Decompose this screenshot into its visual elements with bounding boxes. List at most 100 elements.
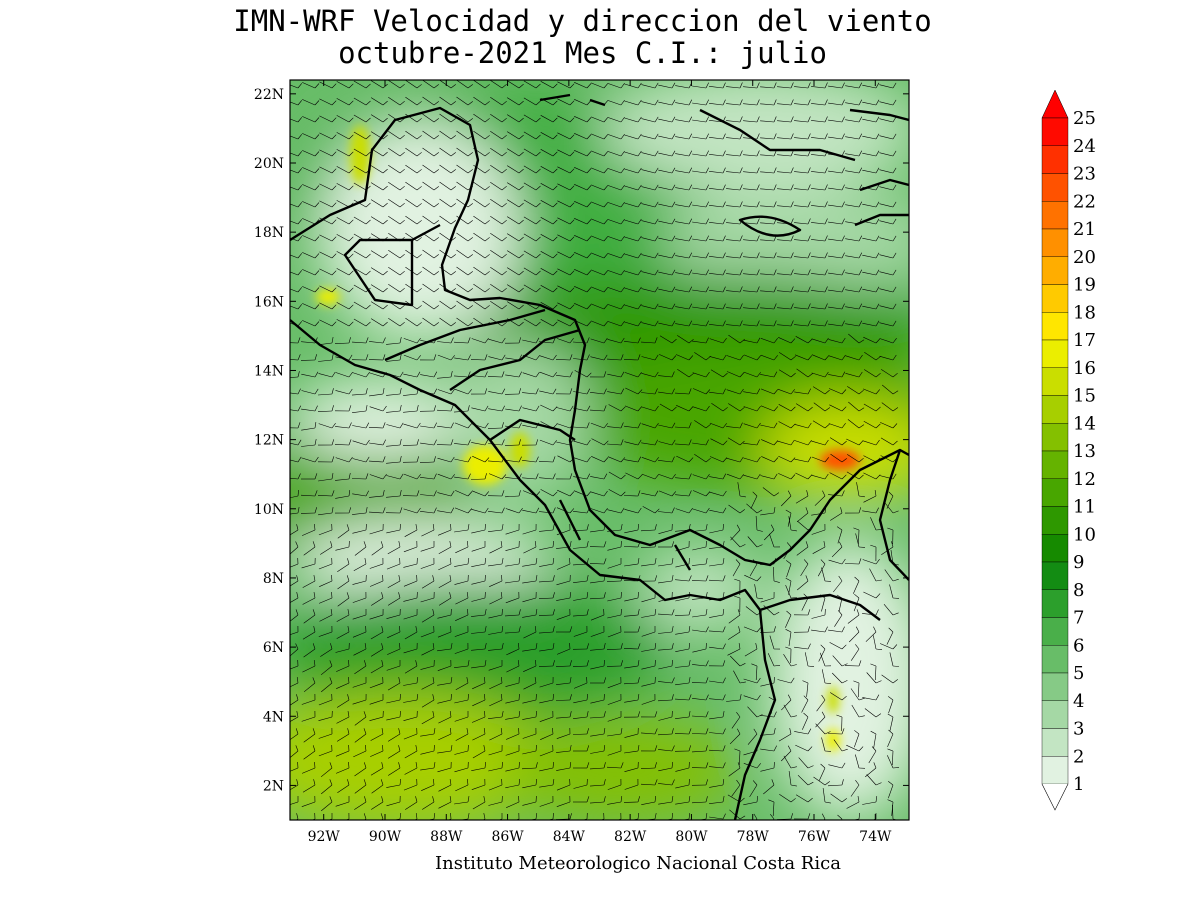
wind-barb <box>607 784 622 790</box>
wind-barb-feather <box>450 169 456 174</box>
wind-barb-feather <box>314 202 320 208</box>
wind-barb-feather <box>518 388 521 395</box>
wind-barb-feather <box>467 322 473 327</box>
wind-barb <box>420 546 435 552</box>
wind-barb <box>573 358 588 361</box>
wind-barb-feather <box>821 813 826 820</box>
wind-barb <box>556 441 571 446</box>
wind-barb <box>800 563 809 577</box>
wind-barb <box>506 648 520 656</box>
wind-barb-feather <box>807 813 811 820</box>
wind-barb-feather <box>773 728 776 735</box>
wind-barb <box>302 303 316 310</box>
wind-barb <box>539 801 554 807</box>
wind-barb <box>760 154 775 157</box>
wind-barb <box>404 767 418 775</box>
wind-barb <box>422 130 435 140</box>
wind-barb-feather <box>518 83 524 89</box>
wind-barb-feather <box>751 663 758 667</box>
wind-barb-feather <box>671 252 676 259</box>
wind-barb <box>505 716 520 720</box>
wind-barb <box>760 188 775 191</box>
wind-barb-feather <box>467 557 470 565</box>
wind-barb-feather <box>892 133 897 140</box>
wind-barb <box>760 715 775 718</box>
wind-barb-feather <box>467 237 473 242</box>
wind-barb <box>303 614 316 624</box>
wind-barb-feather <box>705 99 709 106</box>
wind-barb <box>709 239 724 242</box>
wind-barb-feather <box>586 643 589 650</box>
wind-barb <box>590 491 605 497</box>
wind-barb-feather <box>892 510 899 514</box>
wind-barb-feather <box>637 677 640 684</box>
wind-barb <box>845 102 860 106</box>
wind-barb <box>573 511 588 514</box>
wind-barb <box>777 137 792 140</box>
wind-barb <box>490 80 503 89</box>
wind-barb-feather <box>875 507 879 514</box>
wind-barb-feather <box>705 184 709 191</box>
wind-barb-feather <box>483 813 486 820</box>
wind-barb <box>370 767 384 776</box>
wind-barb-feather <box>875 423 881 429</box>
wind-barb-feather <box>449 592 452 599</box>
wind-barb-feather <box>688 778 690 786</box>
wind-barb-feather <box>518 219 524 225</box>
wind-barb <box>421 716 435 725</box>
wind-barb <box>760 103 775 106</box>
wind-barb <box>456 80 469 89</box>
wind-barb <box>879 152 894 157</box>
wind-barb <box>879 135 894 140</box>
wind-barb <box>370 318 384 327</box>
wind-barb <box>624 372 639 378</box>
wind-barb-feather <box>620 575 623 582</box>
wind-barb-feather <box>433 778 435 786</box>
wind-barb <box>658 563 673 567</box>
wind-barb-feather <box>314 405 318 412</box>
wind-barb <box>488 648 503 651</box>
wind-barb-feather <box>364 660 367 667</box>
wind-barb <box>674 733 690 735</box>
wind-barb-feather <box>773 492 780 497</box>
wind-barb <box>590 338 605 344</box>
wind-barb <box>676 405 690 412</box>
wind-barb <box>606 648 622 650</box>
wind-barb-feather <box>841 371 846 378</box>
wind-barb <box>811 120 826 123</box>
wind-barb-feather <box>790 677 795 684</box>
wind-barb-feather <box>892 303 897 310</box>
wind-barb-feather <box>313 660 316 667</box>
wind-barb-feather <box>348 354 353 361</box>
wind-barb <box>728 403 741 412</box>
wind-barb-feather <box>295 728 299 735</box>
wind-barb <box>556 563 571 570</box>
wind-barb <box>709 307 724 310</box>
wind-barb <box>505 733 520 740</box>
wind-barb-feather <box>803 559 809 565</box>
wind-barb-feather <box>705 303 709 310</box>
wind-barb <box>523 97 537 106</box>
wind-barb-feather <box>654 745 658 752</box>
wind-barb-feather <box>381 660 384 667</box>
wind-barb-feather <box>467 288 473 293</box>
wind-barb-feather <box>875 457 881 463</box>
wind-barb-feather <box>773 218 777 225</box>
lat-tick-label: 4N <box>263 709 284 725</box>
wind-barb-feather <box>858 201 863 208</box>
wind-barb <box>557 183 571 191</box>
lat-tick-label: 22N <box>254 87 284 103</box>
wind-barb <box>691 682 707 684</box>
wind-barb <box>794 86 809 89</box>
wind-barb-feather <box>688 116 693 123</box>
wind-barb <box>403 373 418 378</box>
wind-barb-feather <box>620 422 624 429</box>
wind-barb-feather <box>586 151 592 157</box>
wind-barb-feather <box>819 594 826 599</box>
wind-barb <box>523 682 537 690</box>
wind-barb <box>556 338 571 344</box>
wind-barb-feather <box>722 320 726 327</box>
wind-barb <box>879 322 894 327</box>
wind-barb-feather <box>314 456 319 463</box>
wind-barb <box>726 137 741 140</box>
